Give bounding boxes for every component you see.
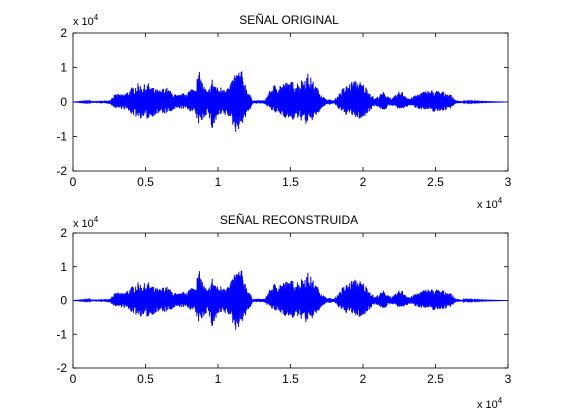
y-tick-labels: -2 -1 0 1 2 (56, 226, 67, 375)
x-tick-label: 1.5 (282, 175, 299, 189)
y-tick-label: 1 (60, 61, 67, 75)
x-exponent-label: x 104 (477, 396, 503, 411)
x-tick-label: 0 (70, 175, 77, 189)
y-tick-label: 2 (60, 226, 67, 240)
subplot-original: SEÑAL ORIGINAL x 104 0 0.5 1 1.5 2 2.5 3 -2 -1 0… (56, 13, 511, 211)
x-tick-label: 1.5 (282, 372, 299, 386)
y-tick-label: -2 (56, 361, 67, 375)
x-tick-label: 2 (360, 175, 367, 189)
y-tick-label: 1 (60, 260, 67, 274)
y-tick-label: -1 (56, 327, 67, 341)
x-tick-label: 0.5 (137, 372, 154, 386)
x-tick-label: 2 (360, 372, 367, 386)
x-tick-label: 1 (215, 372, 222, 386)
x-tick-label: 0 (70, 372, 77, 386)
x-tick-label: 2.5 (427, 175, 444, 189)
plot-title: SEÑAL ORIGINAL (239, 13, 339, 27)
y-tick-label: 2 (60, 26, 67, 40)
ticks (72, 232, 509, 369)
y-tick-labels: -2 -1 0 1 2 (56, 26, 67, 178)
y-tick-label: -1 (56, 130, 67, 144)
y-tick-label: -2 (56, 164, 67, 178)
y-exponent-label: x 104 (73, 215, 99, 230)
y-tick-label: 0 (60, 95, 67, 109)
x-tick-label: 0.5 (137, 175, 154, 189)
waveform-line (72, 270, 508, 330)
x-tick-label: 3 (505, 175, 512, 189)
x-tick-label: 3 (505, 372, 512, 386)
waveform-line (72, 71, 508, 132)
x-tick-label: 2.5 (427, 372, 444, 386)
y-exponent-label: x 104 (73, 13, 99, 28)
plot-title: SEÑAL RECONSTRUIDA (220, 213, 358, 227)
x-tick-labels: 0 0.5 1 1.5 2 2.5 3 (70, 175, 512, 189)
x-tick-labels: 0 0.5 1 1.5 2 2.5 3 (70, 372, 512, 386)
x-exponent-label: x 104 (477, 196, 503, 211)
x-tick-label: 1 (215, 175, 222, 189)
subplot-reconstructed: SEÑAL RECONSTRUIDA x 104 0 0.5 1 1.5 2 2.5 3 -… (56, 213, 511, 411)
y-tick-label: 0 (60, 294, 67, 308)
